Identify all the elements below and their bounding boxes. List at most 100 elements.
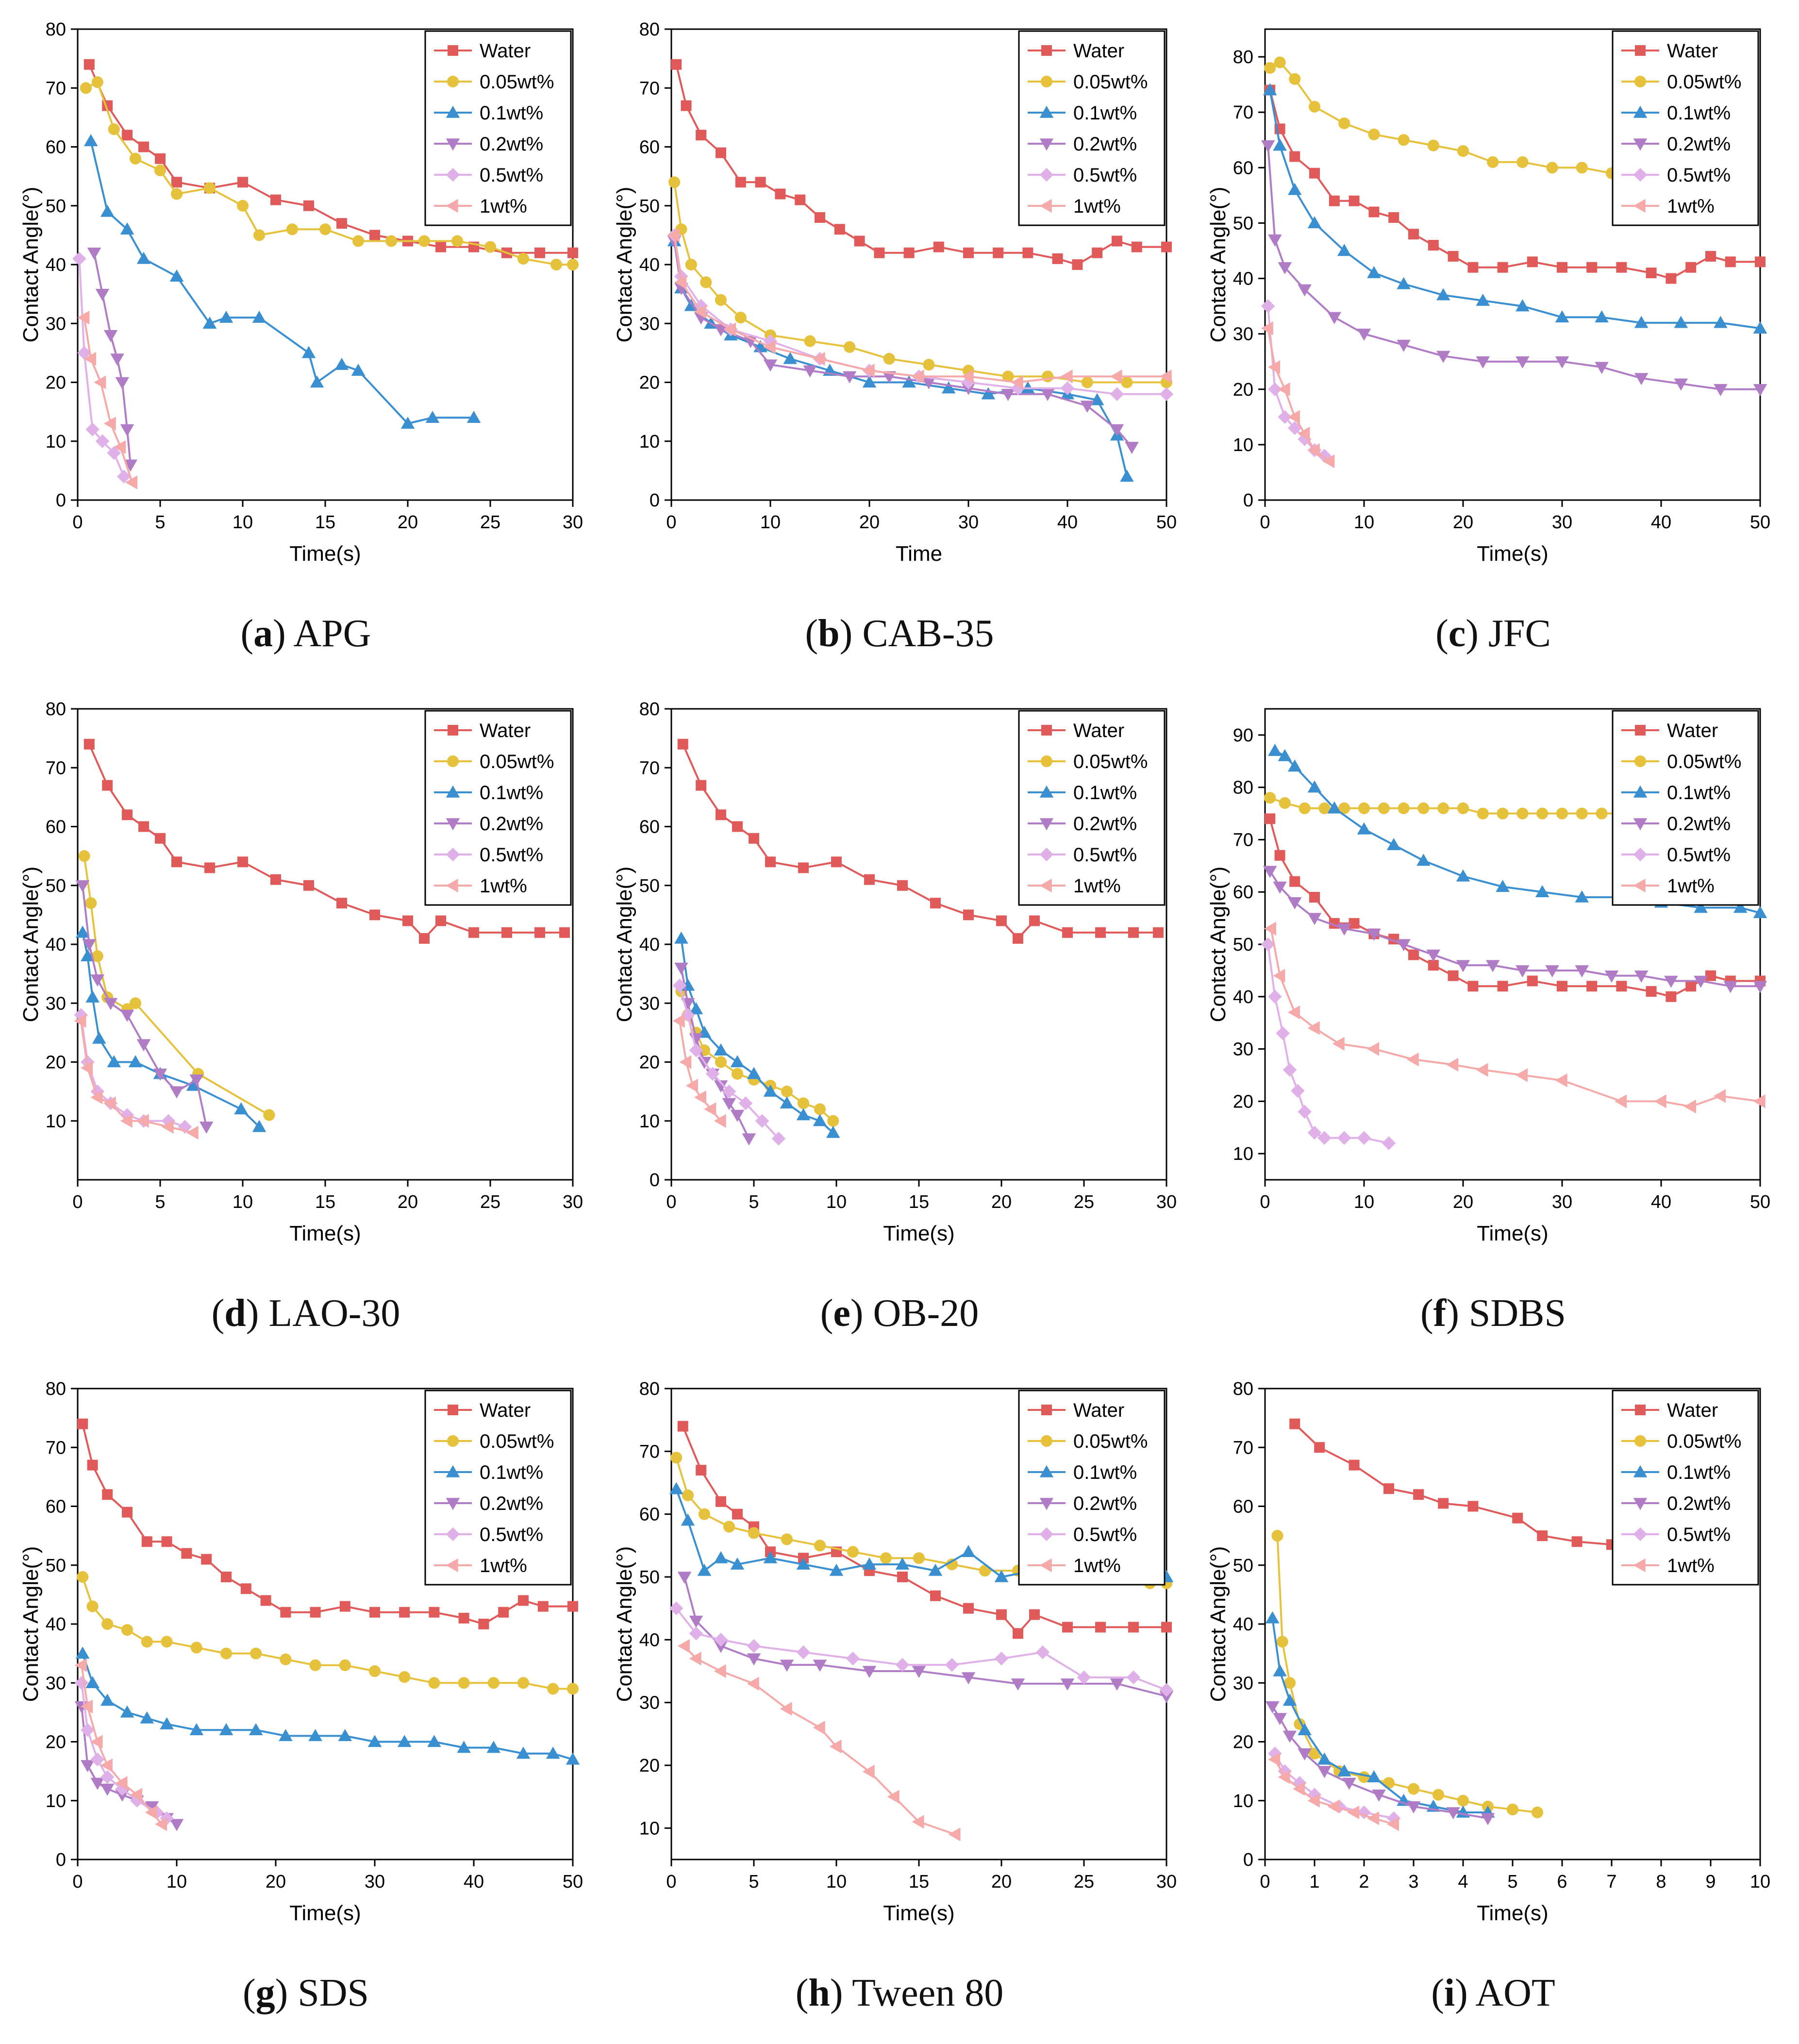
ob-20-point-0-05wt-10	[814, 1103, 826, 1115]
lao-30-line-0-1wt	[82, 932, 260, 1128]
aot-point-0-05wt-13	[1531, 1806, 1544, 1819]
sdbs-point-water-17	[1646, 986, 1657, 997]
sdbs-point-0-2wt-6	[1397, 939, 1411, 952]
aot-line-water	[1294, 1423, 1637, 1549]
tween-80-ytick-label-5: 60	[639, 1505, 660, 1525]
tween-80-legend-label-0-2wt: 0.2wt%	[1073, 1493, 1137, 1514]
jfc-xtick-label-4: 40	[1651, 512, 1671, 533]
apg-point-water-7	[237, 177, 248, 188]
jfc-point-0-1wt-3	[1307, 216, 1322, 229]
caption-tween-80: (h) Tween 80	[795, 1972, 1004, 2014]
tween-80-point-0-1wt-9	[895, 1557, 910, 1570]
jfc-point-water-18	[1666, 273, 1677, 284]
cab-35-point-0-1wt-11	[981, 387, 996, 400]
cab-35-point-0-2wt-3	[714, 324, 728, 336]
aot-point-1wt-5	[1347, 1805, 1360, 1820]
jfc-point-0-2wt-2	[1278, 262, 1292, 275]
tween-80-point-water-16	[1095, 1622, 1106, 1633]
ob-20-point-0-05wt-4	[715, 1056, 727, 1068]
lao-30-line-0-05wt	[83, 855, 270, 1116]
sds-point-0-1wt-0	[75, 1646, 90, 1659]
cab-35-legend-marker-0-05wt	[1040, 75, 1053, 88]
apg-point-0-05wt-1	[91, 76, 103, 88]
tween-80-point-water-0	[677, 1421, 688, 1432]
ob-20-point-water-13	[1013, 933, 1023, 944]
lao-30-point-water-1	[102, 780, 113, 791]
caption-jfc: (c) JFC	[1435, 612, 1551, 655]
tween-80-point-1wt-2	[714, 1664, 726, 1678]
tween-80-point-water-1	[696, 1465, 707, 1476]
sds-point-water-4	[141, 1536, 152, 1547]
jfc-point-water-8	[1408, 229, 1419, 240]
sds-point-1wt-1	[81, 1699, 93, 1714]
jfc-point-0-2wt-11	[1595, 362, 1609, 374]
ob-20-point-0-05wt-9	[797, 1097, 810, 1109]
ob-20-point-water-6	[798, 862, 809, 873]
cab-35-legend-label-water: Water	[1073, 40, 1124, 62]
lao-30-point-0-2wt-5	[136, 1039, 151, 1052]
ob-20-ytick-label-3: 30	[639, 993, 660, 1014]
ob-20-legend-box	[1018, 710, 1166, 906]
aot-point-0-05wt-0	[1271, 1530, 1283, 1542]
sds-xlabel: Time(s)	[289, 1901, 361, 1925]
apg-point-0-5wt-2	[85, 422, 100, 436]
tween-80-legend-marker-0-5wt	[1039, 1527, 1054, 1541]
jfc-point-0-1wt-11	[1595, 310, 1609, 323]
tween-80-point-0-2wt-9	[1011, 1678, 1025, 1691]
apg-point-0-05wt-7	[236, 200, 249, 212]
sdbs-point-0-05wt-2	[1299, 802, 1311, 814]
caption-ob-20: (e) OB-20	[820, 1292, 979, 1335]
jfc-ytick-label-8: 80	[1233, 47, 1253, 67]
ob-20-point-0-1wt-4	[714, 1043, 728, 1056]
sdbs-point-water-18	[1666, 991, 1677, 1002]
sds-ytick-label-7: 70	[46, 1438, 66, 1458]
ob-20-legend-label-0-05wt: 0.05wt%	[1073, 751, 1148, 772]
sdbs-point-1wt-15	[1753, 1094, 1766, 1108]
jfc-point-0-05wt-6	[1398, 134, 1410, 146]
jfc-ytick-label-2: 20	[1233, 380, 1253, 400]
lao-30-point-1wt-6	[161, 1120, 174, 1134]
cab-35-xlabel: Time	[896, 542, 942, 566]
tween-80-point-0-2wt-8	[961, 1672, 976, 1685]
ob-20-point-0-1wt-8	[780, 1096, 794, 1109]
sdbs-ytick-label-0: 10	[1233, 1144, 1253, 1164]
sds-xtick-label-3: 30	[365, 1872, 385, 1892]
sds-point-0-1wt-1	[85, 1675, 100, 1688]
cab-35-ytick-label-6: 60	[639, 137, 660, 158]
sds-series-1wt	[74, 1658, 167, 1831]
panel-ob-20: 0 5 10 15 20 25 30 0 10 20 30 40 50 60 70 80 Time(s) Cont…	[613, 694, 1186, 1364]
tween-80-legend-label-0-05wt: 0.05wt%	[1073, 1431, 1148, 1452]
sds-point-0-1wt-16	[486, 1741, 501, 1753]
tween-80-xlabel: Time(s)	[883, 1901, 954, 1925]
apg-point-0-05wt-11	[352, 235, 365, 247]
jfc-xtick-label-5: 50	[1750, 512, 1770, 533]
sdbs-point-0-2wt-5	[1367, 928, 1381, 941]
sdbs-point-0-5wt-6	[1307, 1125, 1322, 1140]
jfc-point-0-1wt-12	[1634, 316, 1649, 328]
apg-point-water-4	[155, 153, 166, 164]
lao-30-ytick-label-5: 60	[46, 817, 66, 838]
jfc-ylabel: Contact Angle(°)	[1206, 187, 1230, 343]
lao-30-point-0-2wt-6	[153, 1069, 167, 1081]
ob-20-point-0-1wt-6	[747, 1067, 761, 1079]
tween-80-ytick-label-3: 40	[639, 1630, 660, 1650]
panel-apg: 0 5 10 15 20 25 30 0 10 20 30 40 50 60 70 80 Time(s) Cont…	[19, 15, 592, 685]
sds-point-water-0	[77, 1418, 88, 1429]
tween-80-point-1wt-9	[912, 1815, 924, 1829]
cab-35-ytick-label-1: 10	[639, 432, 660, 452]
cab-35-point-water-5	[755, 177, 766, 188]
sdbs-point-water-9	[1428, 960, 1439, 971]
sds-point-water-6	[181, 1548, 192, 1559]
cab-35-point-1wt-9	[1011, 375, 1023, 389]
jfc-legend-label-0-05wt: 0.05wt%	[1667, 71, 1741, 93]
aot-line-0-2wt	[1271, 1706, 1488, 1820]
cab-35-ytick-label-0: 0	[650, 490, 660, 511]
apg-point-0-1wt-12	[400, 417, 415, 429]
jfc-point-1wt-1	[1268, 360, 1281, 374]
sdbs-point-1wt-4	[1332, 1037, 1345, 1051]
aot-xtick-label-9: 9	[1705, 1872, 1716, 1892]
lao-30-point-water-16	[501, 927, 512, 938]
aot-ytick-label-7: 70	[1233, 1438, 1253, 1458]
tween-80-series-water	[677, 1421, 1172, 1639]
sds-point-water-5	[161, 1536, 172, 1547]
